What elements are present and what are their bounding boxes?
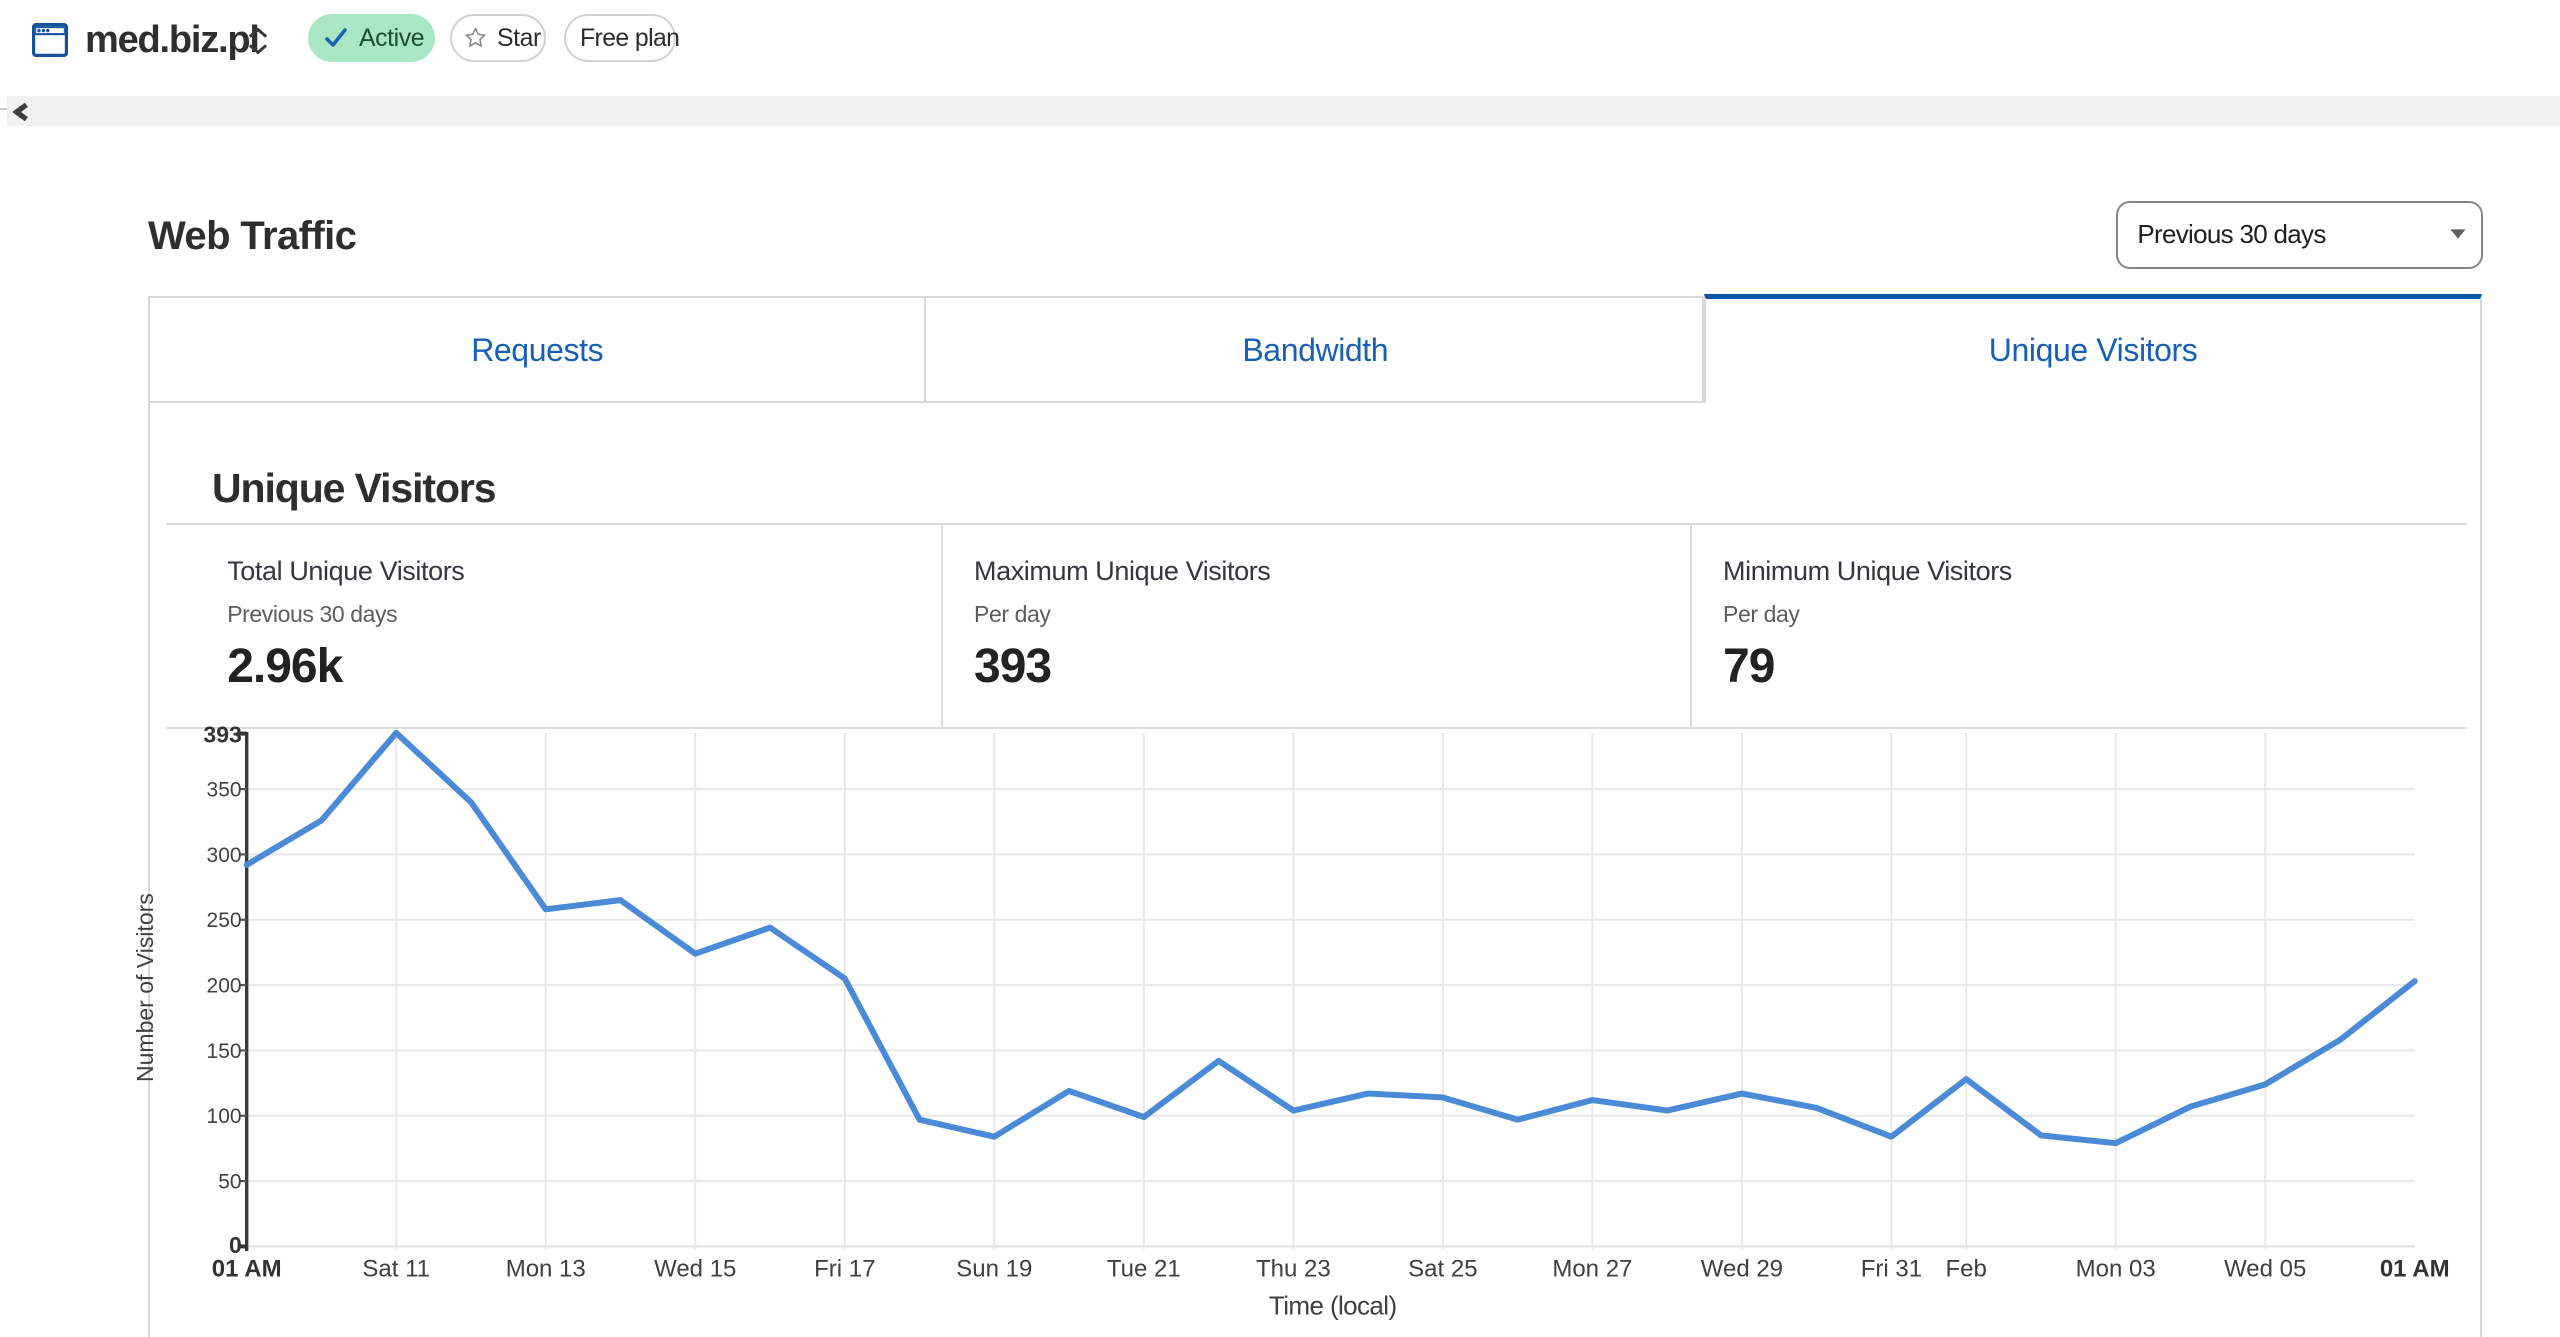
svg-text:300: 300 <box>207 844 242 867</box>
svg-text:Mon 27: Mon 27 <box>1552 1256 1632 1283</box>
svg-text:100: 100 <box>207 1105 242 1128</box>
svg-text:0: 0 <box>229 1232 242 1258</box>
svg-text:01 AM: 01 AM <box>2380 1256 2450 1283</box>
svg-text:Wed 05: Wed 05 <box>2224 1256 2306 1283</box>
svg-text:Time (local): Time (local) <box>1269 1291 1397 1321</box>
svg-text:393: 393 <box>203 722 241 748</box>
svg-text:Tue 21: Tue 21 <box>1107 1256 1181 1283</box>
svg-text:Wed 29: Wed 29 <box>1701 1256 1783 1283</box>
svg-text:Feb: Feb <box>1946 1256 1987 1283</box>
svg-text:Fri 17: Fri 17 <box>814 1256 875 1283</box>
svg-text:200: 200 <box>207 974 242 997</box>
svg-text:150: 150 <box>207 1040 242 1063</box>
svg-text:250: 250 <box>207 909 242 932</box>
svg-text:350: 350 <box>207 779 242 802</box>
svg-text:Sat 25: Sat 25 <box>1408 1256 1477 1283</box>
svg-text:Mon 13: Mon 13 <box>506 1256 586 1283</box>
svg-text:Sun 19: Sun 19 <box>956 1256 1032 1283</box>
svg-text:Wed 15: Wed 15 <box>654 1256 736 1283</box>
svg-text:01 AM: 01 AM <box>212 1256 282 1283</box>
svg-text:Thu 23: Thu 23 <box>1256 1256 1331 1283</box>
svg-text:Sat 11: Sat 11 <box>362 1256 430 1283</box>
svg-text:Number of Visitors: Number of Visitors <box>132 893 158 1082</box>
svg-text:50: 50 <box>218 1170 241 1193</box>
svg-text:Fri 31: Fri 31 <box>1861 1256 1922 1283</box>
svg-text:Mon 03: Mon 03 <box>2076 1256 2156 1283</box>
